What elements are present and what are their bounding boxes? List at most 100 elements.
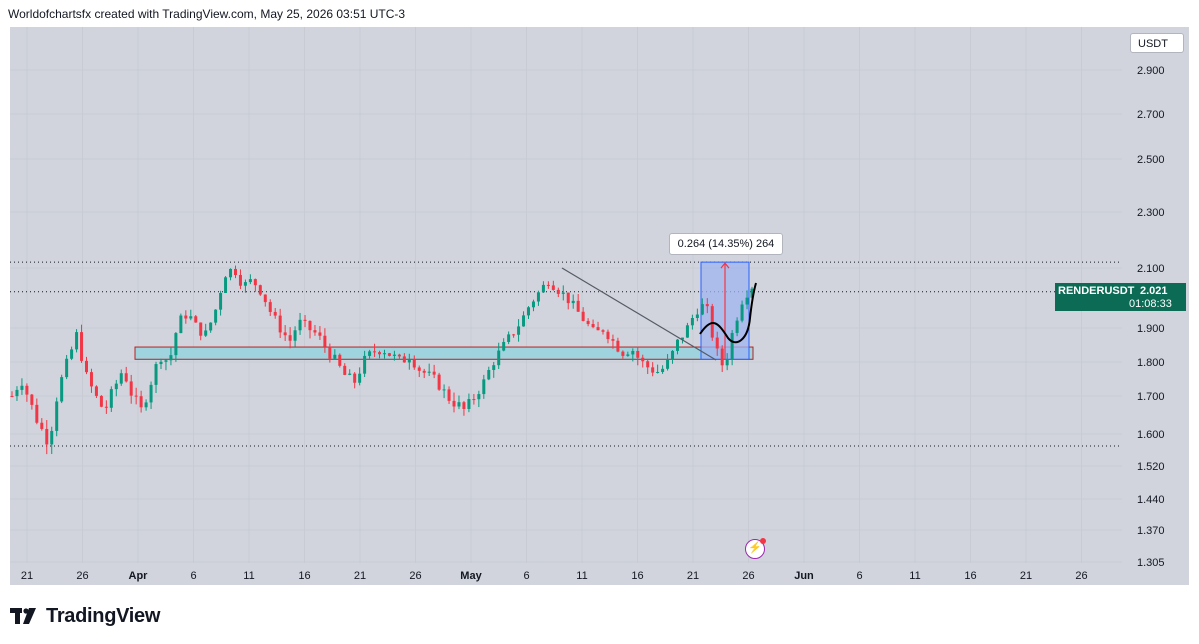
candle-body [144,402,148,408]
candle-body [368,351,372,356]
candle-body [313,330,317,333]
x-tick-label: Jun [794,570,814,582]
candle-body [363,355,367,374]
candle-body [80,332,84,361]
support-zone [134,346,754,360]
candle-body [373,351,377,353]
candle-body [576,300,580,312]
chart-grid [10,27,1122,563]
candle-body [179,315,183,334]
candle-body [492,365,496,370]
support-zone-rect [134,346,754,360]
y-tick-label: 2.900 [1137,65,1165,77]
lightning-icon[interactable]: ⚡ [745,539,765,559]
x-tick-label: 11 [576,570,587,582]
price-label-countdown: 01:08:33 [1129,298,1172,310]
candle-body [55,401,59,431]
candle-body [740,304,744,321]
candle-body [154,364,158,385]
candle-body [477,394,481,400]
candle-body [522,315,526,327]
candle-body [25,385,29,395]
candle-body [417,367,421,371]
candle-body [15,389,19,397]
candle-body [50,430,54,445]
candle-body [238,275,242,286]
chart-attribution: Worldofchartsfx created with TradingView… [8,7,406,21]
candle-body [636,350,640,358]
candle-body [631,350,635,355]
candle-body [462,402,466,409]
candle-body [561,292,565,294]
candle-body [690,318,694,326]
candle-body [109,389,113,408]
projection-curve [699,282,757,344]
candle-body [229,268,233,278]
candle-body [308,320,312,331]
candle-body [402,356,406,363]
candle-body [432,371,436,375]
x-tick-label: 21 [1020,570,1032,582]
candle-body [507,334,511,342]
candle-body [715,337,719,349]
currency-badge[interactable]: USDT [1130,33,1184,53]
candle-body [412,359,416,368]
tradingview-logo-icon [10,606,40,626]
candle-body [258,285,262,295]
candle-body [348,373,352,375]
candle-body [546,284,550,286]
x-tick-label: 16 [964,570,976,582]
y-tick-label: 1.600 [1137,429,1165,441]
candle-body [338,354,342,366]
candle-body [40,422,44,429]
candle-body [45,428,49,445]
candle-body [149,384,153,403]
candle-body [194,316,198,323]
candle-body [626,354,630,356]
y-tick-label: 1.800 [1137,357,1165,369]
candle-body [680,337,684,340]
candle-body [174,333,178,356]
candle-body [219,293,223,310]
candle-body [551,285,555,290]
x-tick-label: 11 [909,570,920,582]
candle-body [666,359,670,369]
candle-body [343,365,347,375]
candle-body [199,322,203,336]
candle-body [661,368,665,372]
candle-body [70,349,74,359]
candle-body [382,353,386,355]
candle-body [502,341,506,351]
x-tick-label: 26 [1075,570,1087,582]
x-tick-label: 6 [190,570,196,582]
candle-body [531,301,535,308]
tradingview-logo[interactable]: TradingView [10,603,160,629]
candle-body [427,371,431,373]
chart-frame[interactable] [10,27,1189,585]
candle-body [114,383,118,390]
candle-body [730,332,734,360]
x-tick-label: 11 [243,570,254,582]
candle-body [591,324,595,328]
trend-drawings [561,267,757,361]
candle-body [159,361,163,365]
candle-body [124,373,128,382]
candle-body [30,394,34,405]
candle-body [268,302,272,312]
candle-body [685,325,689,338]
x-tick-label: 16 [631,570,643,582]
candle-body [10,396,14,397]
candle-body [750,288,754,298]
candle-body [333,354,337,359]
candle-body [94,386,98,396]
candle-body [392,354,396,356]
candle-body [621,351,625,356]
candle-body [457,402,461,407]
candle-body [189,316,193,319]
candle-body [328,346,332,359]
candle-body [407,359,411,363]
y-tick-label: 1.440 [1137,494,1165,506]
x-tick-label: 21 [21,570,33,582]
candle-body [606,331,610,340]
